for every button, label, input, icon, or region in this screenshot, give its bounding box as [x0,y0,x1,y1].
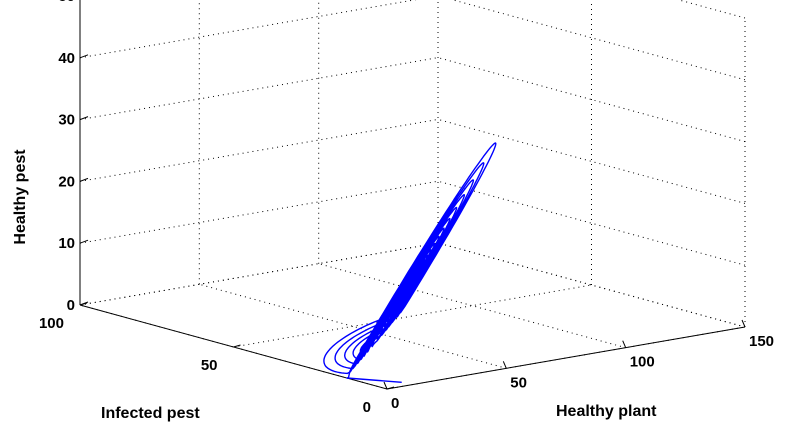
y-tick-label: 100 [39,315,64,332]
sidewall-grid-z-20 [437,118,746,204]
trajectory-series-line [323,142,497,383]
z-tick-label: 20 [58,173,75,190]
data-layer [323,142,497,383]
z-tick-mark [79,239,89,244]
backwall-grid-z-10 [79,180,439,244]
z-tick-mark [79,54,89,59]
x-tick-label: 100 [630,354,655,371]
z-tick-label: 10 [58,235,75,252]
x-tick-mark [622,340,627,348]
sidewall-grid-z-30 [437,57,746,143]
backwall-grid-z-40 [79,0,417,59]
z-tick-mark [79,116,89,121]
z-tick-label: 40 [58,50,75,67]
floor-grid-x-100 [318,263,626,349]
y-tick-mark [386,386,395,390]
y-tick-label: 0 [363,399,371,416]
x-tick-mark [502,361,507,369]
y-axis-label: Infected pest [101,405,200,422]
sidewall-grid-z-10 [437,180,746,266]
x-tick-mark [383,381,388,390]
backwall-grid-z-30 [79,57,439,121]
y-tick-mark [233,344,241,348]
z-tick-mark [79,177,89,182]
floor-grid-y-100 [79,242,439,306]
y-tick-label: 50 [201,357,218,374]
backwall-grid-z-0 [79,242,439,306]
floor-grid-x-50 [199,283,507,369]
floor-grid-y-50 [233,284,592,348]
x-axis-line [386,326,746,390]
backwall-grid-z-20 [79,118,439,182]
labels-layer: 05010015005010001020304050Healthy plantI… [12,0,774,422]
z-tick-label: 30 [58,112,75,129]
sidewall-grid-z-40 [451,0,746,81]
sidewall-grid-z-0 [437,242,746,328]
x-axis-label: Healthy plant [556,403,657,420]
x-tick-label: 50 [510,374,527,391]
z-tick-label: 50 [58,0,75,5]
z-axis-label: Healthy pest [12,149,29,245]
x-tick-mark [741,319,746,328]
z-tick-label: 0 [67,297,75,314]
axes-layer [79,0,746,390]
grid-layer [79,0,746,390]
z-tick-mark [79,301,89,306]
x-tick-label: 0 [391,395,399,412]
x-tick-label: 150 [749,333,774,350]
